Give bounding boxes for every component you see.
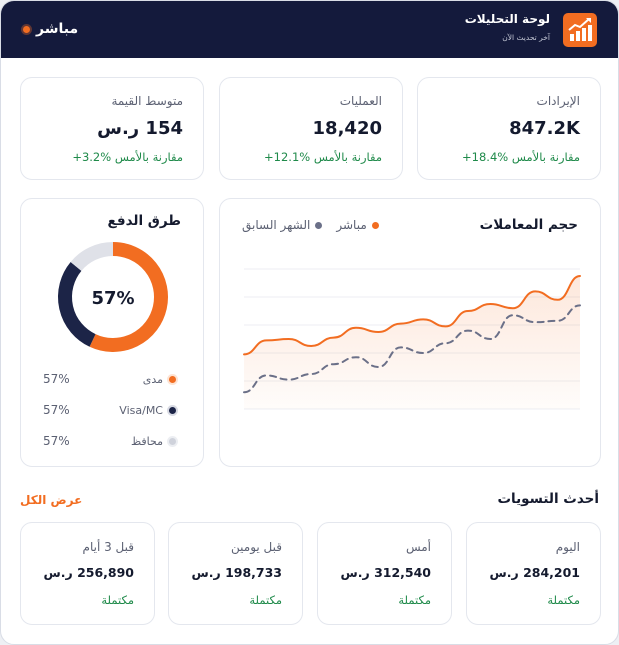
payment-donut-chart: 57% [58,242,168,352]
payment-dot-icon [169,406,176,414]
kpi-delta: +18.4% مقارنة بالأمس [462,150,580,164]
donut-slice [89,242,168,352]
settlement-card[interactable]: أمس 312,540 ر.س مكتملة [317,522,452,625]
payment-method-row[interactable]: محافظ 57% [43,433,176,449]
volume-line-chart [243,268,581,410]
series-live-line [243,275,581,356]
settlement-card[interactable]: اليوم 284,201 ر.س مكتملة [466,522,601,625]
kpi-card-transactions[interactable]: العمليات 18,420 +12.1% مقارنة بالأمس [219,77,403,180]
settlement-status: مكتملة [547,593,580,607]
payment-methods-card: طرق الدفع 57% مدى 57% Visa/MC 57% محافظ … [20,198,204,467]
kpi-value: 154 ر.س [97,118,183,139]
kpi-delta: +3.2% مقارنة بالأمس [72,150,183,164]
kpi-value: 847.2K [509,118,580,139]
payment-method-pct: 57% [43,434,70,448]
payment-method-name: مدى [142,372,163,386]
settlement-amount: 284,201 ر.س [489,565,580,580]
volume-chart-card: حجم المعاملات مباشر الشهر السابق [219,198,601,467]
legend-label: الشهر السابق [242,218,311,232]
settlement-amount: 256,890 ر.س [43,565,134,580]
live-indicator[interactable]: مباشر [23,21,78,37]
series-live-area [244,276,580,409]
kpi-card-revenue[interactable]: الإيرادات 847.2K +18.4% مقارنة بالأمس [417,77,601,180]
payment-method-row[interactable]: مدى 57% [43,371,176,387]
payment-method-pct: 57% [43,372,70,386]
settlement-date: قبل 3 أيام [82,540,134,554]
app-title: لوحة التحليلات [464,12,550,26]
settlement-amount: 198,733 ر.س [191,565,282,580]
settlement-status: مكتملة [249,593,282,607]
payment-method-name-wrap: محافظ [131,435,176,448]
series-previous-line [243,304,581,394]
legend-label: مباشر [336,218,367,232]
kpi-label: العمليات [339,94,382,108]
payment-method-name: محافظ [130,434,163,448]
settlement-card[interactable]: قبل يومين 198,733 ر.س مكتملة [168,522,303,625]
payment-method-name: Visa/MC [119,403,163,417]
settlement-status: مكتملة [101,593,134,607]
donut-center-label: 57% [91,288,134,309]
legend-item-live[interactable]: مباشر [336,218,379,232]
kpi-delta: +12.1% مقارنة بالأمس [264,150,382,164]
kpi-label: متوسط القيمة [111,94,183,108]
volume-title: حجم المعاملات [479,217,578,233]
kpi-value: 18,420 [312,118,382,139]
legend-item-previous[interactable]: الشهر السابق [242,218,323,232]
payment-dot-icon [169,437,176,445]
legend-dot-live [371,221,379,229]
settlement-status: مكتملة [398,593,431,607]
app-header: لوحة التحليلات آخر تحديث الآن مباشر [1,1,618,58]
settlement-date: اليوم [555,540,580,554]
kpi-label: الإيرادات [536,94,580,108]
donut-slice [58,261,96,347]
settlements-title: أحدث التسويات [497,491,599,507]
payment-dot-icon [169,375,176,383]
settlement-card[interactable]: قبل 3 أيام 256,890 ر.س مكتملة [20,522,155,625]
settlement-amount: 312,540 ر.س [340,565,431,580]
payment-method-name-wrap: مدى [143,373,176,386]
payment-method-pct: 57% [43,403,70,417]
volume-legend: مباشر الشهر السابق [242,218,379,232]
payment-method-row[interactable]: Visa/MC 57% [43,402,176,418]
payments-title: طرق الدفع [107,213,181,229]
payment-method-name-wrap: Visa/MC [119,404,176,417]
view-all-link[interactable]: عرض الكل [20,493,83,507]
legend-dot-previous [315,221,323,229]
settlement-date: أمس [405,540,431,554]
live-dot-icon [23,25,30,33]
last-updated: آخر تحديث الآن [502,33,550,42]
live-label: مباشر [36,21,79,37]
kpi-card-average[interactable]: متوسط القيمة 154 ر.س +3.2% مقارنة بالأمس [20,77,204,180]
settlement-date: قبل يومين [231,540,282,554]
chart-trend-icon [563,13,597,47]
donut-slice [70,242,114,272]
